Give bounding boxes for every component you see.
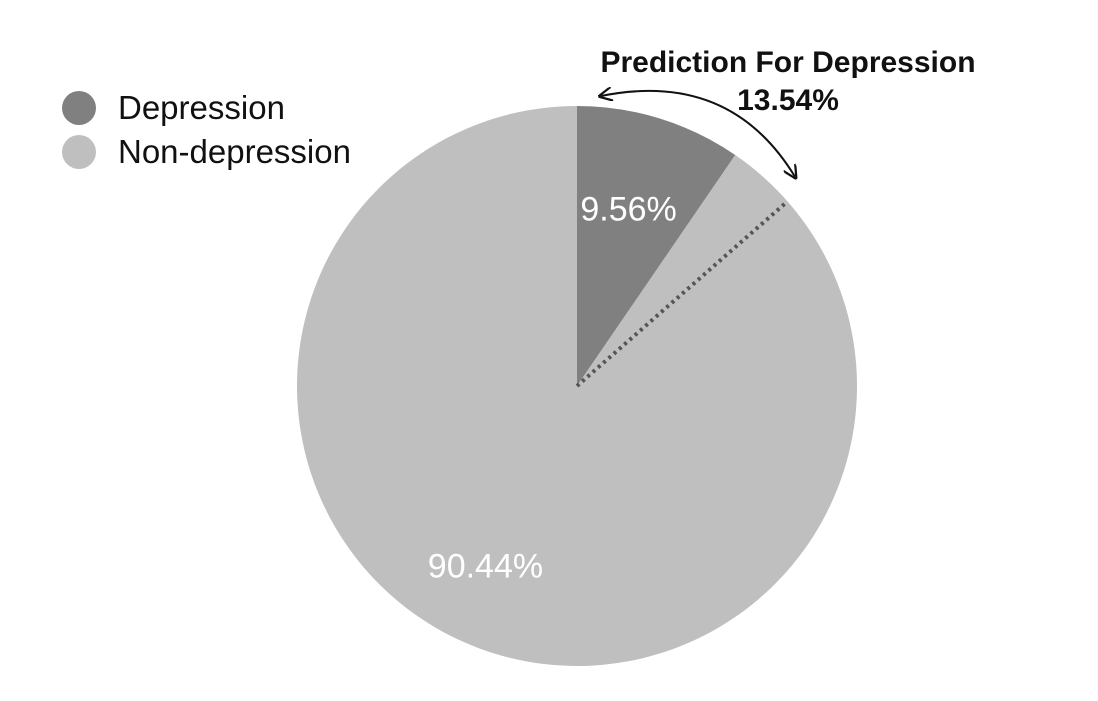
pie-label-depression: 9.56% (580, 191, 676, 229)
prediction-title: Prediction For Depression (600, 46, 975, 79)
legend-label-depression: Depression (118, 89, 285, 126)
legend-item-depression: Depression (62, 86, 351, 130)
legend-label-non-depression: Non-depression (118, 133, 351, 170)
prediction-value: 13.54% (737, 84, 839, 117)
legend-swatch-depression (62, 91, 96, 125)
legend-item-non-depression: Non-depression (62, 130, 351, 174)
legend-swatch-non-depression (62, 135, 96, 169)
pie-labels: 9.56% 90.44% (428, 191, 677, 586)
prediction-divider-line (575, 199, 789, 388)
legend: Depression Non-depression (62, 86, 351, 174)
prediction-arrow (601, 91, 795, 177)
pie-slice-non-depression (297, 106, 858, 667)
pie-label-non-depression: 90.44% (428, 548, 543, 586)
pie-slices (297, 106, 858, 667)
